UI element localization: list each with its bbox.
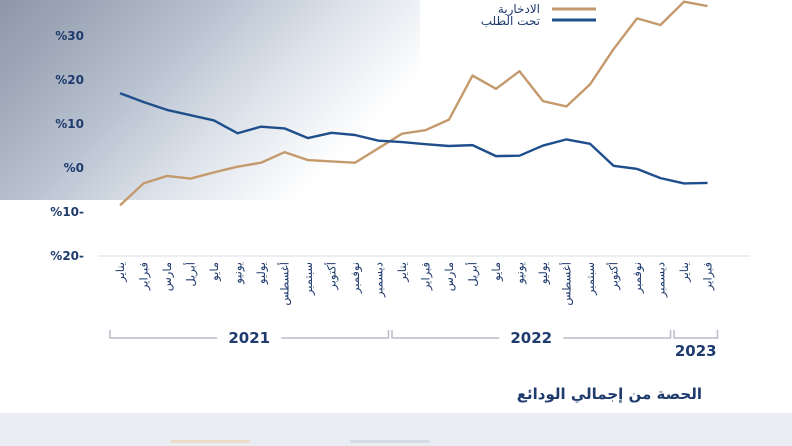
x-tick-label: فبراير (419, 262, 434, 291)
savings-series-line (119, 0, 708, 207)
x-tick-label: مارس (160, 262, 175, 291)
x-tick-label: سبتمبر (583, 262, 598, 296)
legend-demand-label: تحت الطلب (481, 14, 540, 28)
legend-savings-label: الادخارية (498, 2, 540, 17)
x-tick-label: أكتوبر (324, 262, 340, 291)
deposit-share-chart: %30 %20 %10 %0 %10- %20- يناير فبراير مارس أبريل… (50, 0, 750, 360)
footer-accent-right (350, 440, 430, 443)
x-tick-label: مايو (207, 262, 222, 282)
x-tick-label: نوفمبر (348, 262, 363, 294)
x-tick-label: مارس (442, 262, 457, 291)
x-tick-label: يناير (677, 262, 692, 283)
background-photo (0, 0, 420, 200)
year-bracket-right (281, 330, 390, 339)
year-bracket-left (109, 330, 218, 339)
x-tick-label: فبراير (137, 262, 152, 291)
y-tick-label: %0 (64, 161, 84, 175)
x-tick-label: يوليو (536, 262, 551, 285)
year-bracket-right (563, 330, 672, 339)
x-tick-label: ديسمبر (372, 262, 387, 298)
footer-accent-left (170, 440, 250, 443)
x-tick-label: أبريل (465, 262, 481, 287)
x-tick-label: أبريل (183, 262, 199, 287)
x-tick-label: يونيو (513, 262, 528, 285)
year-label: 2023 (675, 342, 717, 360)
x-tick-label: نوفمبر (630, 262, 645, 294)
y-tick-label: %20 (55, 73, 84, 87)
x-tick-label: أكتوبر (606, 262, 622, 291)
year-bracket (673, 330, 719, 339)
y-tick-label: %30 (55, 29, 84, 43)
x-tick-label: يناير (113, 262, 128, 283)
y-tick-label: %10 (55, 117, 84, 131)
x-tick-label: أغسطس (559, 262, 575, 306)
y-tick-label: %20- (50, 249, 84, 263)
x-tick-label: فبراير (701, 262, 716, 291)
x-tick-label: مايو (489, 262, 504, 282)
year-label: 2022 (510, 329, 552, 347)
legend: الادخارية تحت الطلب (481, 2, 596, 28)
x-tick-label: يناير (395, 262, 410, 283)
x-tick-label: أغسطس (277, 262, 293, 306)
year-label: 2021 (228, 329, 270, 347)
y-tick-label: %10- (50, 205, 84, 219)
year-bracket-left (391, 330, 500, 339)
x-tick-label: يوليو (254, 262, 269, 285)
x-tick-label: ديسمبر (654, 262, 669, 298)
x-tick-label: يونيو (231, 262, 246, 285)
y-axis: %30 %20 %10 %0 %10- %20- (50, 29, 84, 263)
x-axis: يناير فبراير مارس أبريل مايو يونيو يوليو أغسطس س… (113, 262, 716, 306)
section-title: الحصة من إجمالي الودائع (516, 385, 702, 403)
demand-series-line (119, 92, 708, 185)
series-lines (119, 0, 708, 207)
x-tick-label: سبتمبر (301, 262, 316, 296)
year-groups: 2021 2022 2023 (109, 329, 719, 360)
